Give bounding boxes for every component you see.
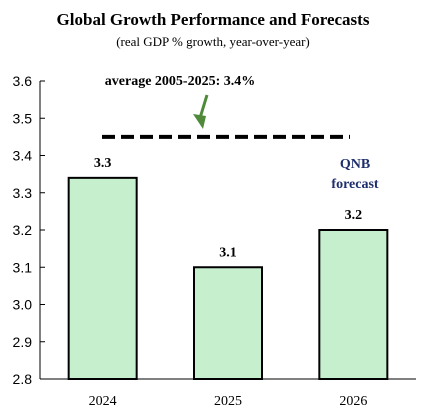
- x-tick-label: 2024: [89, 394, 117, 409]
- annotations: average 2005-2025: 3.4% QNB forecast: [102, 74, 379, 192]
- average-annotation: average 2005-2025: 3.4%: [105, 74, 255, 89]
- y-tick-label: 3.2: [13, 222, 33, 238]
- y-tick-label: 2.9: [13, 334, 33, 350]
- y-tick-label: 3.4: [13, 148, 33, 164]
- data-label-2024: 3.3: [94, 156, 112, 171]
- y-tick-label: 3.5: [13, 110, 33, 126]
- data-label-2026: 3.2: [345, 208, 363, 223]
- bars: 3.3 2024 3.1 2025 3.2 2026: [67, 156, 389, 409]
- y-tick-label: 3.6: [13, 73, 33, 89]
- forecast-label-line2: forecast: [331, 177, 378, 192]
- forecast-label-line1: QNB: [340, 157, 370, 172]
- bar-2026: [318, 229, 389, 380]
- x-tick-label: 2026: [339, 394, 367, 409]
- x-tick-label: 2025: [214, 394, 242, 409]
- y-tick-label: 3.3: [13, 185, 33, 201]
- arrow-icon: [198, 94, 209, 119]
- y-tick-label: 3.0: [13, 297, 33, 313]
- arrow-head-icon: [193, 114, 206, 129]
- bar-2025: [193, 266, 263, 380]
- y-tick-label: 2.8: [13, 371, 33, 387]
- y-tick-label: 3.1: [13, 259, 33, 275]
- chart-title: Global Growth Performance and Forecasts: [57, 10, 370, 29]
- chart-subtitle: (real GDP % growth, year-over-year): [116, 34, 310, 49]
- bar-2024: [67, 176, 138, 380]
- data-label-2025: 3.1: [219, 245, 237, 260]
